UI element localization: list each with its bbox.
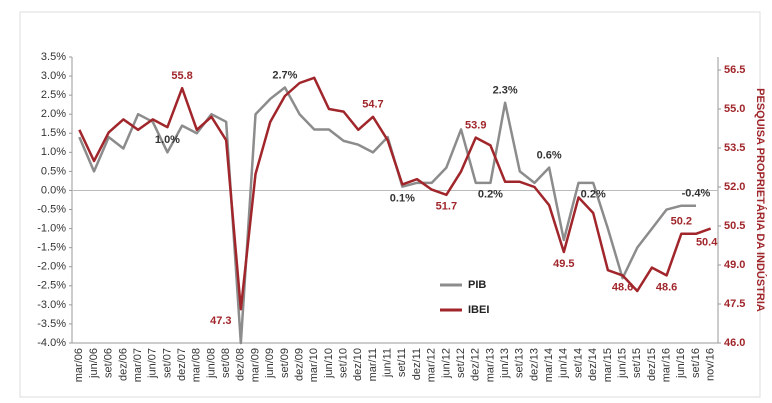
x-tick-label: mar/14 — [543, 348, 555, 382]
line-0 — [78, 86, 696, 345]
x-tick-label: set/08 — [220, 348, 232, 378]
y2-tick-label: 47.5 — [724, 298, 745, 310]
line-1 — [78, 76, 712, 311]
x-tick-label: dez/10 — [352, 348, 364, 381]
x-tick-label: jun/10 — [323, 348, 335, 379]
y-tick-label: 3.5% — [41, 51, 66, 63]
y2-tick-label: 53.5 — [724, 142, 745, 154]
y-tick-label: 3.0% — [41, 70, 66, 82]
legend-label: PIB — [468, 279, 486, 291]
y-tick-label: 0.5% — [41, 165, 66, 177]
x-tick-label: jun/16 — [675, 348, 687, 379]
x-tick-label: mar/16 — [661, 348, 673, 382]
data-label: 48.6 — [612, 281, 633, 293]
y2-tick-label: 50.5 — [724, 220, 745, 232]
y-tick-label: -3.5% — [37, 318, 66, 330]
data-label: 1.0% — [155, 134, 180, 146]
y-tick-label: -1.5% — [37, 242, 66, 254]
x-tick-label: dez/13 — [528, 348, 540, 381]
x-tick-label: jun/12 — [440, 348, 452, 379]
data-label: 0.1% — [390, 193, 415, 205]
data-label: 54.7 — [362, 99, 383, 111]
data-label: 2.3% — [493, 85, 518, 97]
y2-tick-label: 56.5 — [724, 64, 745, 76]
data-label: -0.4% — [682, 188, 711, 200]
y-tick-label: 0.0% — [41, 184, 66, 196]
x-tick-label: set/11 — [396, 348, 408, 377]
data-label: 0.6% — [537, 149, 562, 161]
x-tick-label: jun/09 — [264, 348, 276, 379]
y-tick-label: -2.0% — [37, 261, 66, 273]
x-tick-label: dez/09 — [293, 348, 305, 381]
data-label: 50.4 — [696, 237, 718, 249]
data-label: 0.2% — [478, 189, 503, 201]
x-tick-label: mar/13 — [484, 348, 496, 382]
x-tick-label: jun/15 — [616, 348, 628, 379]
x-tick-label: dez/11 — [411, 348, 423, 380]
y2-tick-label: 46.0 — [724, 337, 745, 349]
y2-axis-label: PESQUISA PROPRIETÁRIA DA INDÚSTRIA — [754, 88, 767, 312]
x-tick-label: mar/12 — [426, 348, 438, 382]
x-tick-label: nov/16 — [705, 348, 717, 381]
x-tick-label: mar/10 — [308, 348, 320, 382]
x-tick-label: jun/06 — [88, 348, 100, 379]
x-tick-label: dez/08 — [235, 348, 247, 381]
x-tick-label: mar/07 — [132, 348, 144, 382]
x-tick-label: mar/15 — [602, 348, 614, 382]
x-tick-label: mar/09 — [249, 348, 261, 382]
x-tick-label: set/15 — [631, 348, 643, 378]
data-label: 2.7% — [272, 69, 297, 81]
x-tick-label: jun/14 — [558, 348, 570, 379]
x-tick-label: jun/13 — [499, 348, 511, 379]
x-tick-label: set/07 — [161, 348, 173, 378]
x-tick-label: set/14 — [572, 348, 584, 378]
x-tick-label: jun/08 — [205, 348, 217, 379]
data-label: 55.8 — [171, 70, 192, 82]
data-label: 53.9 — [465, 120, 486, 132]
y-tick-label: 1.5% — [41, 127, 66, 139]
y2-tick-label: 49.0 — [724, 259, 745, 271]
data-label: 50.2 — [671, 216, 692, 228]
data-label: 47.3 — [210, 315, 231, 327]
x-tick-label: set/12 — [455, 348, 467, 378]
frame — [19, 11, 761, 398]
y-tick-label: -1.0% — [37, 223, 66, 235]
data-label: 48.6 — [656, 281, 677, 293]
x-tick-label: dez/15 — [646, 348, 658, 381]
x-tick-label: set/13 — [514, 348, 526, 378]
x-tick-label: set/06 — [103, 348, 115, 378]
y-tick-label: 2.0% — [41, 108, 66, 120]
x-tick-label: mar/06 — [73, 348, 85, 382]
x-tick-label: jun/11 — [382, 348, 394, 378]
x-tick-label: dez/12 — [470, 348, 482, 381]
data-label: 0.2% — [581, 189, 606, 201]
data-label: 51.7 — [436, 201, 457, 213]
x-tick-label: jun/07 — [147, 348, 159, 379]
y-tick-label: -0.5% — [37, 203, 66, 215]
x-tick-label: set/10 — [338, 348, 350, 378]
x-tick-label: dez/07 — [176, 348, 188, 381]
y-tick-label: 1.0% — [41, 146, 66, 158]
x-tick-label: set/09 — [279, 348, 291, 378]
legend-label: IBEI — [468, 304, 489, 316]
data-label: 49.5 — [553, 258, 574, 270]
y-tick-label: -2.5% — [37, 280, 66, 292]
x-tick-label: mar/11 — [367, 348, 379, 381]
y-tick-label: -4.0% — [37, 337, 66, 349]
x-tick-label: dez/14 — [587, 348, 599, 381]
y2-tick-label: 52.0 — [724, 181, 745, 193]
y2-tick-label: 55.0 — [724, 103, 745, 115]
x-tick-label: mar/08 — [191, 348, 203, 382]
x-tick-label: set/16 — [690, 348, 702, 378]
x-tick-label: dez/06 — [117, 348, 129, 381]
y-tick-label: 2.5% — [41, 89, 66, 101]
y-tick-label: -3.0% — [37, 299, 66, 311]
